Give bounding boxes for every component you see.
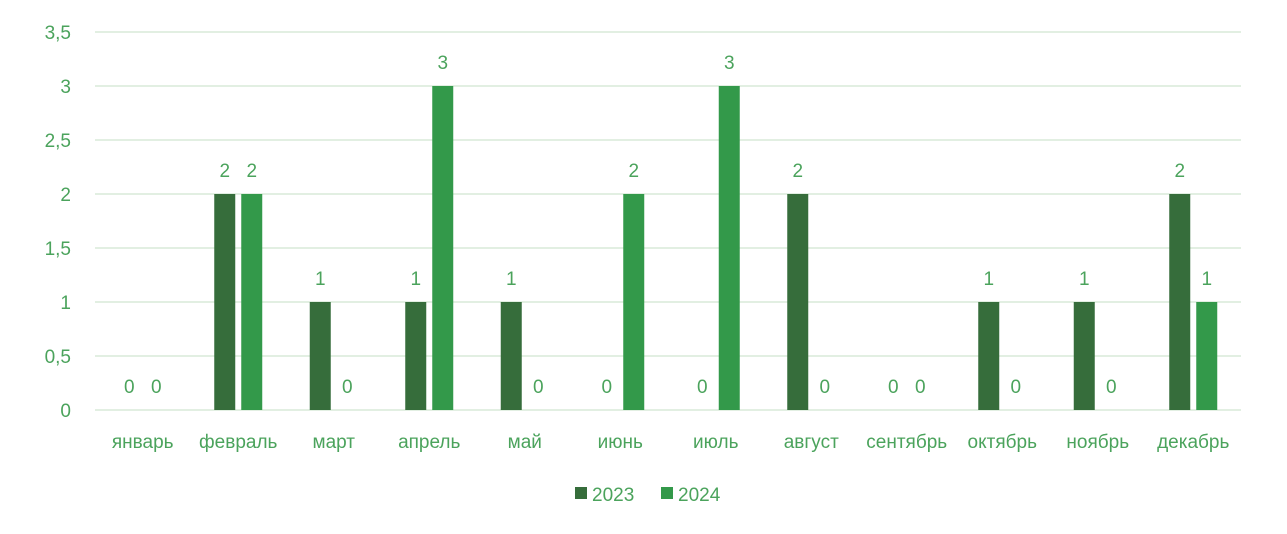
data-label: 0 [1106,377,1117,398]
bar-2023-4 [500,302,522,410]
bar-2023-3 [405,302,427,410]
x-category-label: ноябрь [1066,432,1129,453]
data-label: 1 [410,269,421,290]
data-label: 3 [724,53,735,74]
y-tick-label: 0,5 [45,347,71,368]
data-label: 1 [506,269,517,290]
bar-2024-3 [432,86,454,410]
bar-2023-9 [978,302,1000,410]
data-label: 2 [628,161,639,182]
bar-2023-2 [309,302,331,410]
x-category-label: май [508,432,542,453]
legend-label-2023: 2023 [592,485,634,506]
x-category-label: январь [112,432,174,453]
data-label: 0 [124,377,135,398]
legend-label-2024: 2024 [678,485,721,506]
data-label: 0 [151,377,162,398]
y-tick-label: 3 [60,77,71,98]
data-label: 0 [342,377,353,398]
data-label: 2 [246,161,257,182]
y-tick-label: 3,5 [45,23,71,44]
data-label: 1 [983,269,994,290]
legend-swatch-2024 [661,487,673,499]
data-label: 0 [915,377,926,398]
bar-2023-11 [1169,194,1191,410]
bar-2023-7 [787,194,809,410]
y-axis-ticks: 0 0,5 1 1,5 2 2,5 3 3,5 [45,23,71,422]
bars [214,86,1218,410]
data-label: 1 [1201,269,1212,290]
bar-2024-1 [241,194,263,410]
data-label: 0 [697,377,708,398]
y-tick-label: 0 [60,401,71,422]
gridlines [95,31,1241,411]
data-label: 2 [792,161,803,182]
x-category-label: сентябрь [866,432,947,453]
data-label: 0 [533,377,544,398]
y-tick-label: 1 [60,293,71,314]
legend: 2023 2024 [575,485,721,506]
data-label: 0 [601,377,612,398]
data-label: 2 [219,161,230,182]
bar-2023-10 [1073,302,1095,410]
x-category-label: октябрь [968,432,1038,453]
x-category-label: февраль [199,432,278,453]
data-label: 2 [1174,161,1185,182]
bar-2023-1 [214,194,236,410]
data-label: 0 [1010,377,1021,398]
data-label: 1 [1079,269,1090,290]
data-label: 1 [315,269,326,290]
x-category-label: июнь [598,432,643,453]
legend-swatch-2023 [575,487,587,499]
bar-2024-6 [718,86,740,410]
bar-2024-11 [1196,302,1218,410]
x-category-label: декабрь [1157,432,1229,453]
y-tick-label: 2,5 [45,131,71,152]
bar-2024-5 [623,194,645,410]
x-category-label: июль [693,432,739,453]
x-category-label: апрель [398,432,460,453]
data-label: 0 [888,377,899,398]
x-category-label: август [784,432,839,453]
data-label: 0 [819,377,830,398]
data-label: 3 [437,53,448,74]
x-category-label: март [313,432,356,453]
y-tick-label: 1,5 [45,239,71,260]
x-axis-categories: январь февраль март апрель май июнь июль август… [112,432,1230,453]
y-tick-label: 2 [60,185,71,206]
